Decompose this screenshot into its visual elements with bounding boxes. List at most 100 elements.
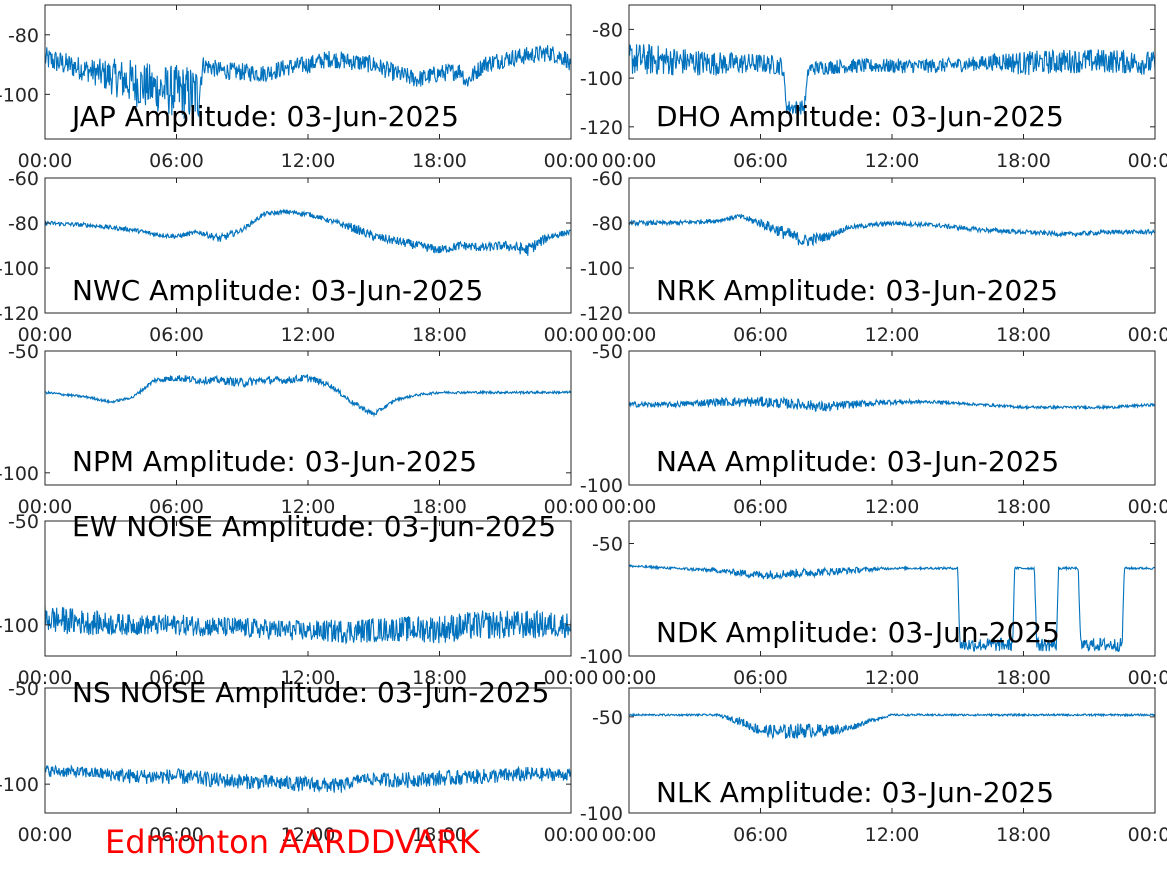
y-tick-label: -50 [592,534,623,556]
y-tick-label: -120 [0,303,39,325]
y-tick-label: -50 [8,511,39,533]
y-tick-label: -80 [8,25,39,47]
amplitude-series-line [629,563,1155,652]
subplot-title: DHO Amplitude: 03-Jun-2025 [656,100,1064,133]
amplitude-series-line [45,45,571,119]
x-tick-label: 00:00 [602,667,657,689]
subplot-title: EW NOISE Amplitude: 03-Jun-2025 [72,510,556,543]
subplot-10: 00:00 06:00 12:00 18:00 00:00 -50 -100 NLK Ampl… [580,687,1167,846]
x-tick-label: 18:00 [412,324,467,346]
y-tick-label: -50 [592,341,623,363]
x-tick-label: 00:00 [602,324,657,346]
y-tick-label: -100 [0,258,39,280]
x-tick-label: 06:00 [733,824,788,846]
subplot-title: NAA Amplitude: 03-Jun-2025 [656,445,1059,478]
subplot-3: 00:00 06:00 12:00 18:00 00:00 -60 -80 -100 -120 N… [0,168,598,346]
x-tick-label: 00:00 [602,824,657,846]
x-tick-label: 12:00 [281,667,336,689]
amplitude-series-line [45,763,571,793]
subplot-title: NWC Amplitude: 03-Jun-2025 [72,274,483,307]
x-tick-label: 00:00 [544,324,599,346]
station-label: Edmonton AARDDVARK [105,823,481,861]
subplot-9: 00:00 06:00 12:00 18:00 00:00 -50 -100 NS NOISE… [0,676,598,846]
amplitude-series-line [629,396,1155,412]
y-tick-label: -50 [8,678,39,700]
x-tick-label: 18:00 [412,667,467,689]
x-tick-label: 12:00 [865,496,920,518]
y-tick-label: -80 [8,213,39,235]
x-tick-label: 00:00 [18,324,73,346]
x-tick-label: 12:00 [281,824,336,846]
x-tick-label: 12:00 [865,150,920,172]
x-tick-label: 00:00 [544,150,599,172]
amplitude-series-line [45,373,571,418]
x-tick-label: 00:00 [1128,496,1167,518]
y-tick-label: -100 [580,68,623,90]
y-tick-label: -100 [580,646,623,668]
x-tick-label: 18:00 [412,496,467,518]
x-tick-label: 18:00 [996,824,1051,846]
x-tick-label: 00:00 [18,667,73,689]
subplot-title: NPM Amplitude: 03-Jun-2025 [72,445,477,478]
x-tick-label: 12:00 [865,667,920,689]
x-tick-label: 18:00 [996,667,1051,689]
y-tick-label: -120 [580,117,623,139]
subplot-title: NDK Amplitude: 03-Jun-2025 [656,616,1060,649]
y-tick-label: -60 [8,168,39,190]
x-tick-label: 18:00 [996,150,1051,172]
subplot-title: JAP Amplitude: 03-Jun-2025 [70,100,459,133]
x-tick-label: 18:00 [412,824,467,846]
amplitude-series-line [629,213,1155,247]
y-tick-label: -50 [592,707,623,729]
subplot-5: 00:00 06:00 12:00 18:00 00:00 -50 -100 NPM Ampl… [0,341,598,518]
subplot-grid: 00:00 06:00 12:00 18:00 00:00 -80 -100 JAP Ampl… [0,4,1167,846]
x-tick-label: 00:00 [1128,150,1167,172]
y-tick-label: -60 [592,168,623,190]
x-tick-label: 06:00 [149,667,204,689]
x-tick-label: 06:00 [733,667,788,689]
y-tick-label: -100 [0,774,39,796]
y-tick-label: -100 [0,615,39,637]
y-tick-label: -100 [580,803,623,825]
x-tick-label: 18:00 [412,150,467,172]
x-tick-label: 00:00 [18,824,73,846]
x-tick-label: 00:00 [602,496,657,518]
x-tick-label: 00:00 [544,496,599,518]
x-tick-label: 00:00 [544,824,599,846]
x-tick-label: 12:00 [865,324,920,346]
x-tick-label: 12:00 [281,324,336,346]
y-tick-label: -120 [580,303,623,325]
y-tick-label: -80 [592,19,623,41]
subplot-8: 00:00 06:00 12:00 18:00 00:00 -50 -100 NDK Ampl… [580,520,1167,689]
amplitude-series-line [629,42,1155,115]
x-tick-label: 06:00 [733,496,788,518]
x-tick-label: 12:00 [281,150,336,172]
y-tick-label: -80 [592,213,623,235]
x-tick-label: 00:00 [602,150,657,172]
subplot-title: NLK Amplitude: 03-Jun-2025 [656,776,1054,809]
x-tick-label: 18:00 [996,496,1051,518]
x-tick-label: 06:00 [733,324,788,346]
subplot-title: NS NOISE Amplitude: 03-Jun-2025 [72,676,549,709]
amplitude-series-line [629,712,1155,740]
x-tick-label: 06:00 [149,824,204,846]
amplitude-series-line [45,208,571,256]
x-tick-label: 06:00 [149,150,204,172]
x-tick-label: 12:00 [281,496,336,518]
x-tick-label: 00:00 [1128,324,1167,346]
x-tick-label: 00:00 [1128,667,1167,689]
subplot-1: 00:00 06:00 12:00 18:00 00:00 -80 -100 JAP Ampl… [0,4,599,172]
x-tick-label: 06:00 [733,150,788,172]
subplot-title: NRK Amplitude: 03-Jun-2025 [656,274,1058,307]
y-tick-label: -100 [580,475,623,497]
x-tick-label: 12:00 [865,824,920,846]
y-tick-label: -100 [0,463,39,485]
x-tick-label: 06:00 [149,496,204,518]
subplot-2: 00:00 06:00 12:00 18:00 00:00 -80 -100 -120 DHO … [580,4,1167,172]
x-tick-label: 00:00 [544,667,599,689]
y-tick-label: -50 [8,341,39,363]
amplitude-series-line [45,605,571,645]
x-tick-label: 00:00 [18,150,73,172]
x-tick-label: 00:00 [1128,824,1167,846]
